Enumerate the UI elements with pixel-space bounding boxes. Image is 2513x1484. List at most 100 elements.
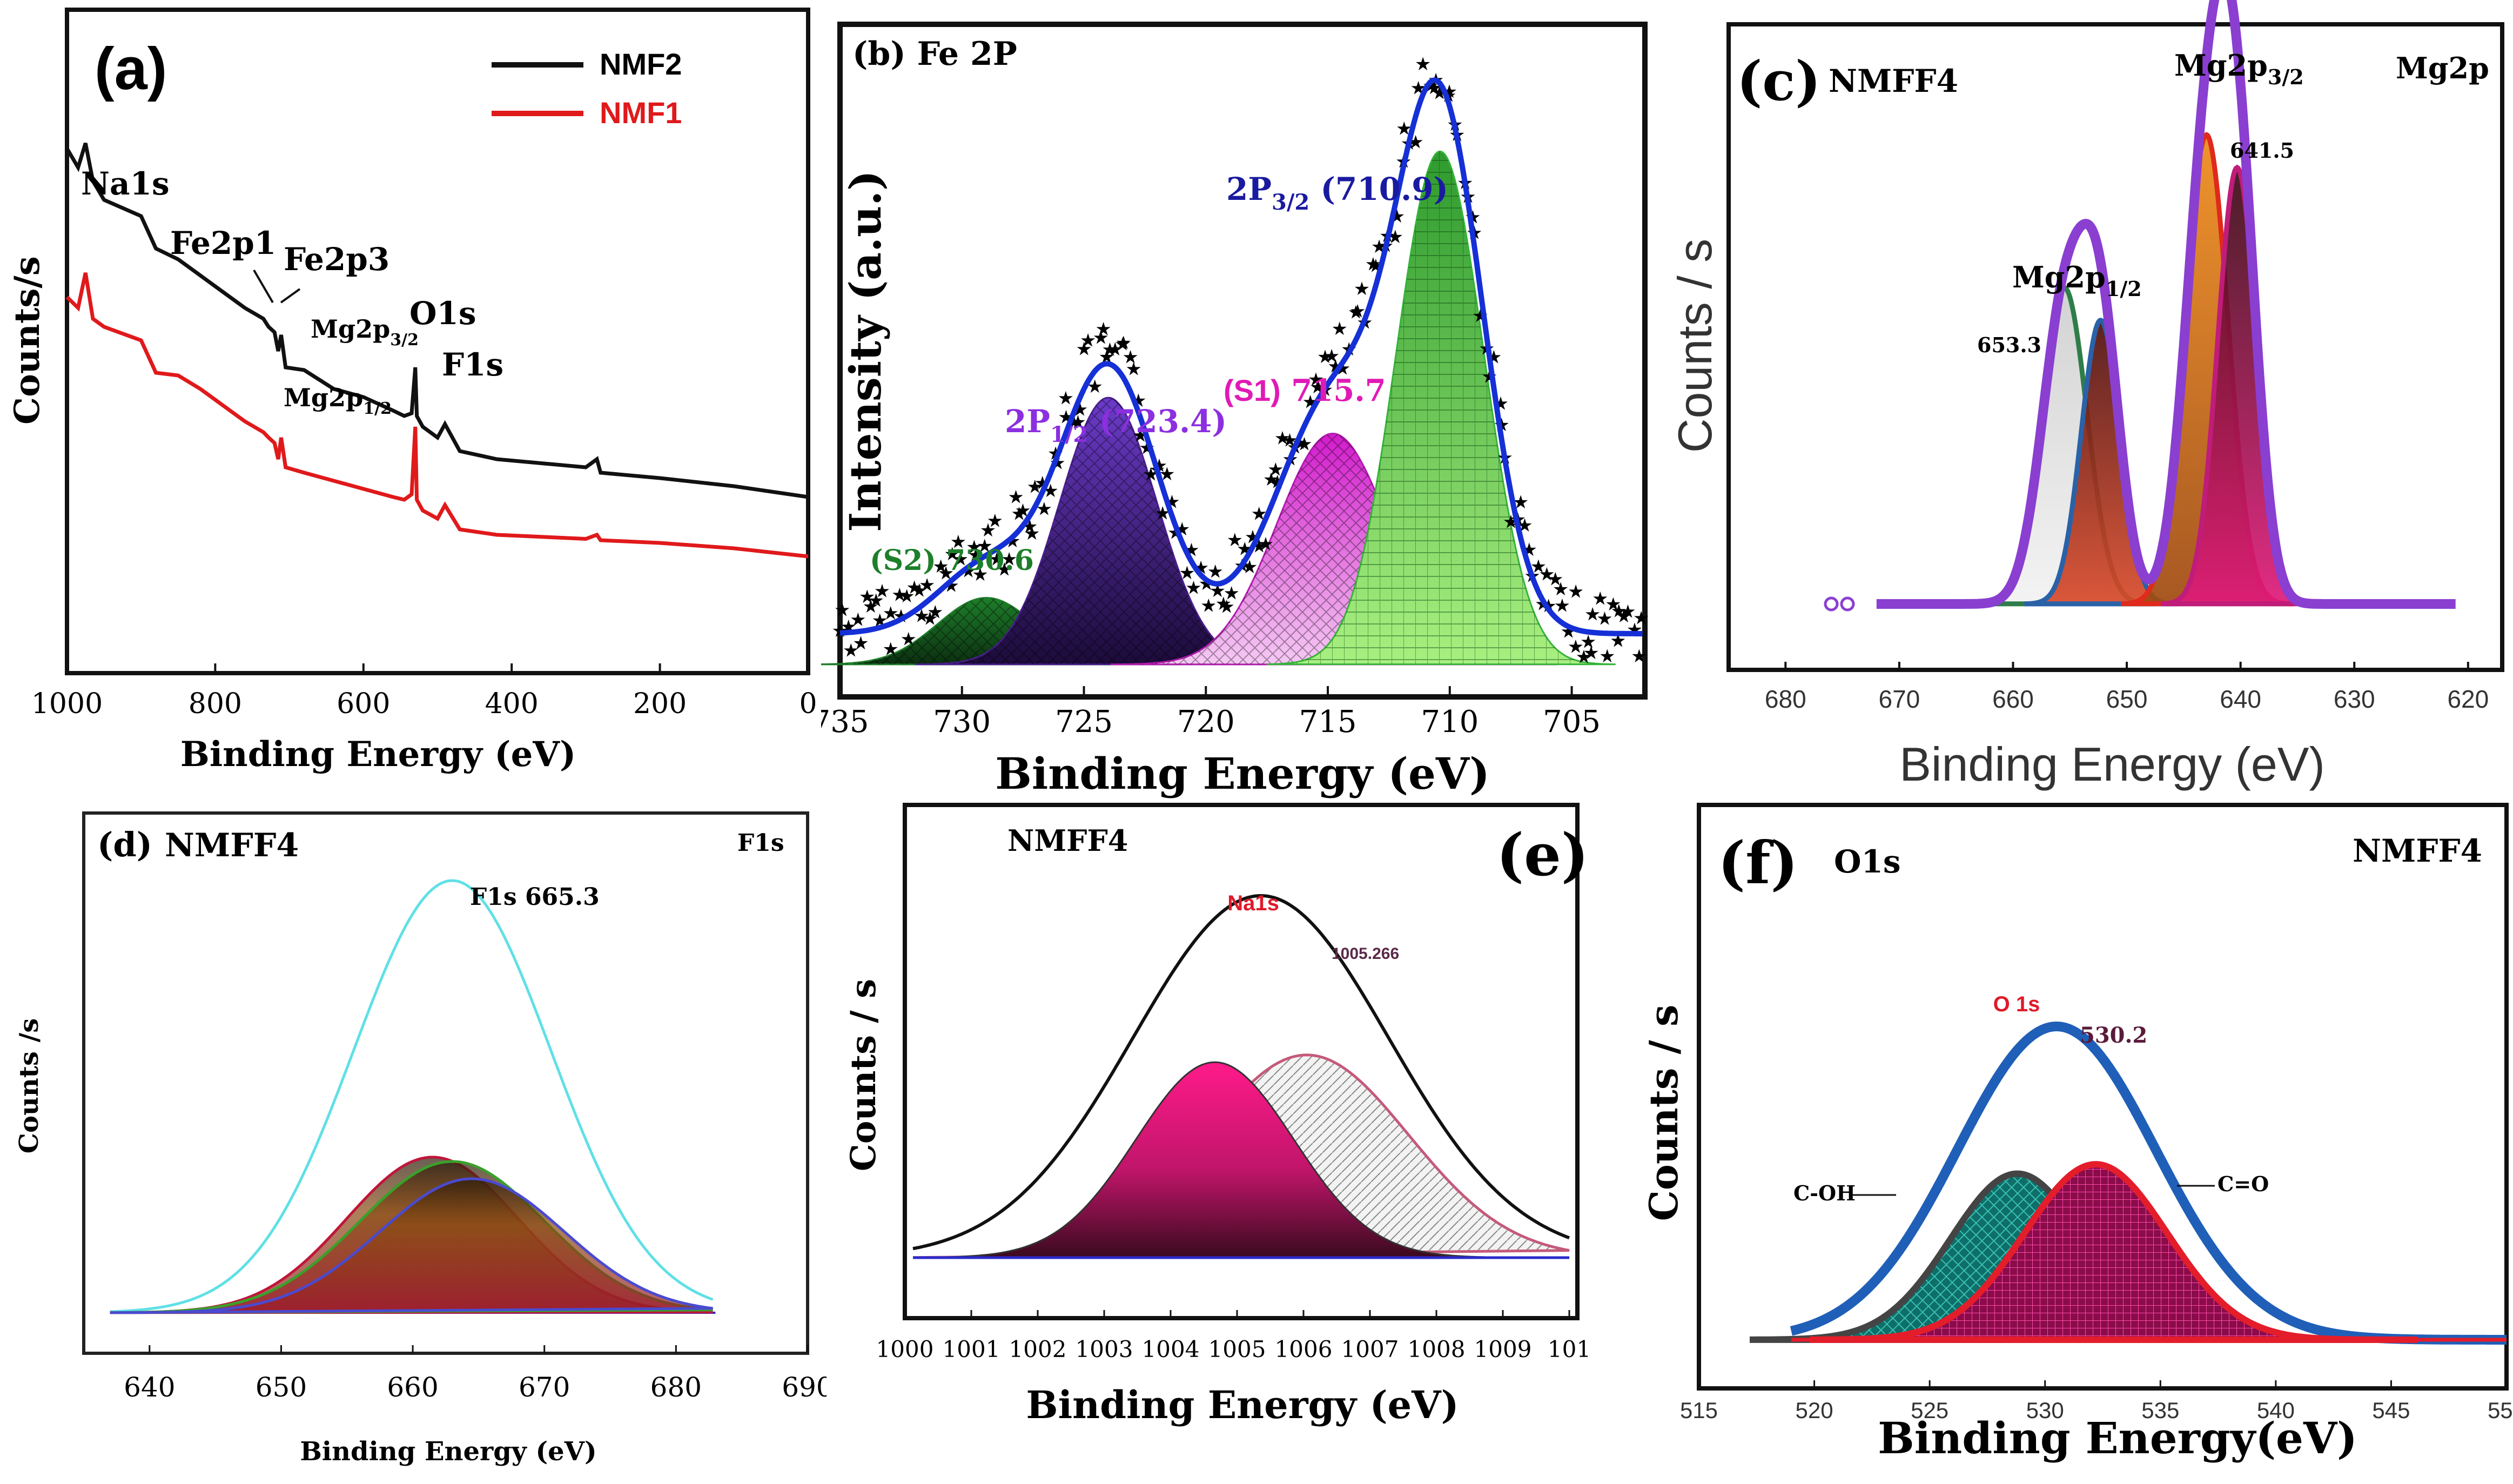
panel-a: (a) NMF2 NMF1 Na1s Fe2p1 Fe2p3 Mg2p3/2 O…: [7, 8, 817, 775]
annotation-fe2p3: Fe2p3: [284, 241, 389, 278]
x-tick-label: 670: [519, 1372, 570, 1403]
data-point: ★: [1554, 595, 1570, 616]
panel-e: NMFF4 (e) Na1s 1005.266 1000 1001 1002 1003…: [843, 803, 1591, 1427]
panel-b: (b) Fe 2P ★★★★★★★★★★★★★★★★★★★★★★★★★★★★★★…: [821, 22, 1649, 799]
data-point: ★: [911, 580, 928, 602]
label-2p12: 2P1/2 (723.4): [1005, 403, 1227, 447]
x-axis-label: Binding Energy (eV): [1026, 1382, 1459, 1427]
data-point: ★: [1122, 347, 1138, 368]
data-point: ★: [919, 574, 935, 596]
x-tick-label: 620: [2447, 685, 2489, 713]
annotation-fe2p1: Fe2p1: [170, 225, 276, 261]
legend-label-nmf1: NMF1: [600, 96, 682, 130]
data-point: ★: [922, 608, 938, 630]
peak-label: O 1s: [1993, 992, 2040, 1016]
data-point: ★: [1218, 596, 1234, 618]
panel-b-frame: [837, 22, 1648, 700]
x-tick-label: 200: [633, 688, 687, 720]
data-point: ★: [1200, 595, 1217, 617]
envelope-curve: [110, 879, 714, 1313]
y-axis-label: Counts / s: [1668, 239, 1722, 453]
x-axis-label: Binding Energy (eV): [995, 748, 1490, 799]
data-point: ★: [1620, 601, 1636, 623]
legend-label-nmf2: NMF2: [600, 47, 682, 81]
sample-label: NMFF4: [1829, 63, 1958, 99]
x-axis-label: Binding Energy (eV): [1899, 737, 2325, 791]
panel-f-label: (f): [1718, 829, 1798, 897]
peak-hatch: [1111, 433, 1557, 664]
data-point: ★: [950, 531, 966, 553]
fit-envelope: [1872, 0, 2460, 609]
x-axis-ticks: 515 520 525 530 535 540 545 550: [1680, 1380, 2513, 1423]
panel-a-frame: [65, 8, 810, 675]
data-point: ★: [1185, 578, 1201, 599]
data-point: ★: [1547, 569, 1563, 590]
data-point: ★: [1125, 359, 1141, 380]
data-point: ★: [1568, 636, 1584, 657]
x-tick-label: 520: [1796, 1398, 1833, 1423]
data-point: ★: [987, 511, 1003, 532]
label-c-o: C=O: [2218, 1172, 2269, 1196]
series-line-nmf2: [65, 142, 809, 499]
panel-a-label: (a): [95, 36, 167, 102]
data-point: ★: [1553, 579, 1569, 600]
data-point: ★: [1627, 619, 1643, 641]
data-point: ★: [1611, 600, 1627, 622]
x-tick-label: 690: [782, 1372, 827, 1403]
y-axis-label: Counts/s: [7, 256, 48, 425]
x-tick-label: 730: [933, 704, 991, 740]
data-point: ★: [1215, 593, 1232, 615]
x-tick-label: 600: [337, 688, 390, 720]
label-2p32: 2P3/2 (710.9): [1226, 171, 1448, 215]
data-point: ★: [1596, 608, 1612, 630]
x-tick-label: 680: [650, 1372, 702, 1403]
data-point: ★: [1332, 318, 1348, 340]
y-axis-label: Intensity (a.u.): [840, 170, 891, 532]
data-point: ★: [863, 596, 879, 617]
peak-areas: [1749, 1022, 2507, 1345]
panel-d-label: (d): [97, 825, 152, 864]
sample-label: NMFF4: [1007, 823, 1128, 858]
data-point: ★: [1592, 588, 1608, 609]
value-label: 1005.266: [1332, 945, 1399, 963]
data-point: ★: [1080, 330, 1096, 351]
data-point: ★: [972, 564, 988, 586]
x-tick-label: 515: [1680, 1398, 1718, 1423]
data-point: ★: [1583, 642, 1599, 664]
data-point: ★: [852, 633, 869, 654]
arrow-fe2p1: [253, 269, 274, 304]
data-point: ★: [932, 556, 949, 578]
x-tick-label: 1008: [1408, 1336, 1466, 1362]
data-point: ★: [1323, 345, 1340, 367]
label-c-oh: C-OH: [1793, 1181, 1856, 1205]
series-line-nmf1: [65, 272, 809, 559]
value-641: 641.5: [2230, 138, 2294, 163]
x-tick-label: 1002: [1009, 1336, 1067, 1362]
sample-label: NMFF4: [2353, 832, 2482, 869]
data-point: ★: [1227, 529, 1243, 551]
panel-e-frame: [903, 803, 1580, 1320]
x-axis-label: Binding Energy(eV): [1878, 1413, 2357, 1463]
x-tick-label: 670: [1879, 685, 1920, 713]
x-tick-label: 1005: [1208, 1336, 1266, 1362]
data-point: ★: [843, 640, 859, 662]
x-tick-label: 650: [2106, 685, 2148, 713]
x-tick-label: 1000: [31, 688, 103, 720]
x-tick-label: 720: [1177, 704, 1235, 740]
peak-areas: [821, 150, 1616, 666]
panel-f-frame: [1697, 803, 2509, 1391]
peak-hatch: [821, 597, 1182, 664]
x-tick-label: 550: [2488, 1398, 2513, 1423]
peak-areas: [110, 879, 716, 1314]
label-s1: (S1) 715.7: [1224, 373, 1386, 408]
x-tick-label: 0: [799, 688, 817, 720]
data-point: ★: [1568, 581, 1584, 602]
region-label: O1s: [1834, 843, 1901, 880]
x-tick-label: 545: [2372, 1398, 2410, 1423]
x-axis-ticks: 735 730 725 720 715 710 705: [821, 686, 1601, 740]
panel-e-label: (e): [1496, 821, 1589, 889]
annotation-f1s: F1s: [442, 346, 503, 383]
data-point: ★: [883, 639, 899, 660]
panel-b-label: (b) Fe 2P: [852, 35, 1017, 73]
panel-d: (d) NMFF4 F1s F1s 665.3 640 650 660 670 680 6…: [14, 811, 827, 1467]
